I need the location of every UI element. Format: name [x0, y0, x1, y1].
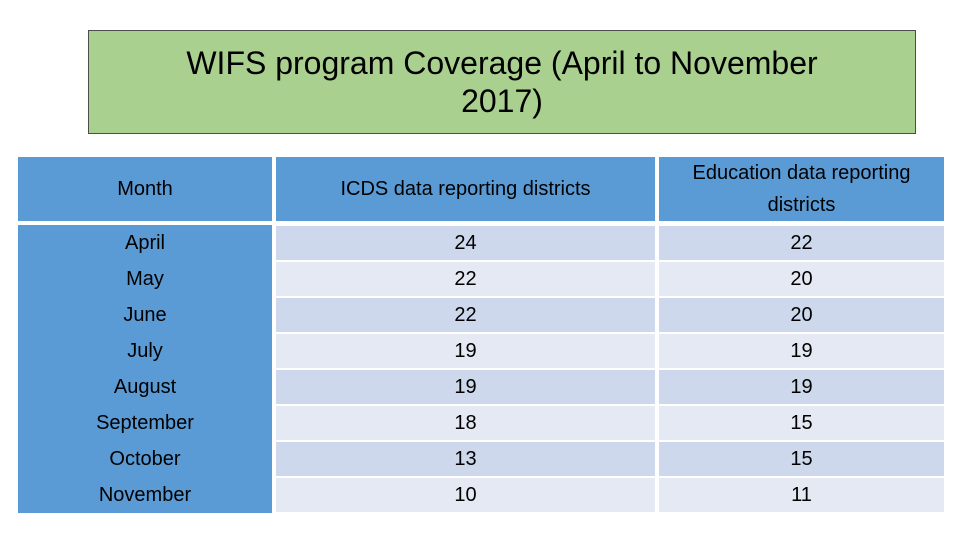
table-row: November 10 11 — [18, 477, 944, 513]
education-cell: 15 — [657, 405, 944, 441]
icds-cell: 19 — [274, 369, 657, 405]
table-row: October 13 15 — [18, 441, 944, 477]
month-cell: May — [18, 261, 274, 297]
education-cell: 19 — [657, 333, 944, 369]
table-row: April 24 22 — [18, 225, 944, 261]
education-cell: 20 — [657, 261, 944, 297]
icds-cell: 18 — [274, 405, 657, 441]
header-month: Month — [18, 157, 274, 225]
icds-cell: 24 — [274, 225, 657, 261]
month-cell: November — [18, 477, 274, 513]
icds-cell: 19 — [274, 333, 657, 369]
table-row: September 18 15 — [18, 405, 944, 441]
education-cell: 20 — [657, 297, 944, 333]
month-cell: April — [18, 225, 274, 261]
education-cell: 11 — [657, 477, 944, 513]
title-box: WIFS program Coverage (April to November… — [88, 30, 916, 134]
header-education: Education data reporting districts — [657, 157, 944, 225]
table-row: June 22 20 — [18, 297, 944, 333]
table-header-row: Month ICDS data reporting districts Educ… — [18, 157, 944, 225]
education-cell: 19 — [657, 369, 944, 405]
header-icds: ICDS data reporting districts — [274, 157, 657, 225]
coverage-table: Month ICDS data reporting districts Educ… — [18, 157, 944, 513]
education-cell: 15 — [657, 441, 944, 477]
slide-title: WIFS program Coverage (April to November… — [186, 45, 818, 119]
table-row: July 19 19 — [18, 333, 944, 369]
month-cell: July — [18, 333, 274, 369]
icds-cell: 22 — [274, 261, 657, 297]
table-row: August 19 19 — [18, 369, 944, 405]
icds-cell: 10 — [274, 477, 657, 513]
table-row: May 22 20 — [18, 261, 944, 297]
month-cell: September — [18, 405, 274, 441]
icds-cell: 13 — [274, 441, 657, 477]
month-cell: August — [18, 369, 274, 405]
icds-cell: 22 — [274, 297, 657, 333]
month-cell: October — [18, 441, 274, 477]
education-cell: 22 — [657, 225, 944, 261]
month-cell: June — [18, 297, 274, 333]
